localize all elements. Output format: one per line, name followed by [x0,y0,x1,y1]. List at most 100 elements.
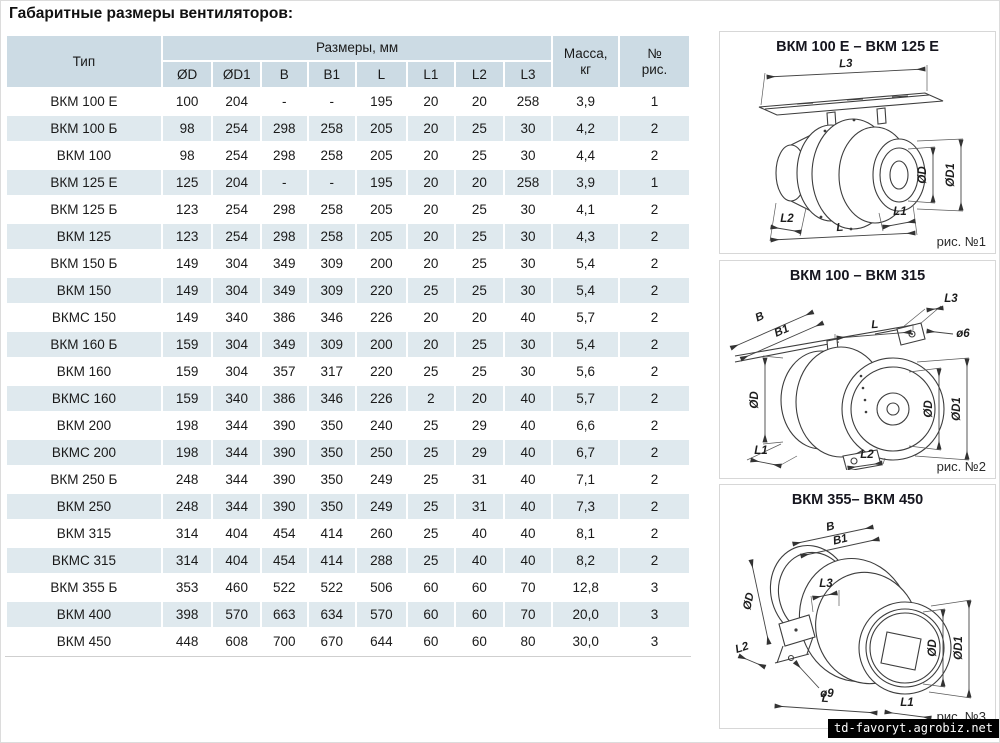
fig3-dim-l: L [821,693,829,705]
value-cell: 344 [213,494,260,519]
value-cell: 30,0 [553,629,619,654]
table-row: ВКМ 400 398 570 663 634 570 60 60 70 20,0 3 [7,602,689,627]
value-cell: 349 [261,278,307,303]
value-cell: 3 [620,602,689,627]
value-cell: 349 [261,251,307,276]
type-cell: ВКМ 315 [7,521,161,546]
figure-2-title: ВКМ 100 – ВКМ 315 [789,268,926,284]
value-cell: 20 [456,170,503,195]
col-header-l3: L3 [504,62,552,87]
value-cell: 304 [213,359,260,384]
value-cell: 670 [308,629,356,654]
value-cell: 250 [357,440,406,465]
value-cell: 205 [357,143,406,168]
table-row: ВКМ 160 Б 159 304 349 309 200 20 25 30 5,4 2 [7,332,689,357]
type-cell: ВКМ 160 Б [7,332,161,357]
fig3-dim-l1: L1 [900,697,913,709]
value-cell: - [261,170,307,195]
value-cell: 29 [456,440,503,465]
type-cell: ВКМ 355 Б [7,575,161,600]
value-cell: 350 [308,467,356,492]
value-cell: 25 [407,413,455,438]
type-cell: ВКМ 125 Б [7,197,161,222]
value-cell: 98 [162,143,212,168]
value-cell: 30 [504,251,552,276]
value-cell: 20 [407,116,455,141]
value-cell: 198 [162,413,212,438]
value-cell: 205 [357,116,406,141]
fig2-dim-l2: L2 [860,449,874,461]
value-cell: 25 [407,440,455,465]
value-cell: 248 [162,467,212,492]
value-cell: 2 [620,116,689,141]
value-cell: - [308,89,356,114]
col-header-l: L [357,62,406,87]
value-cell: 350 [308,440,356,465]
value-cell: 3,9 [553,89,619,114]
type-cell: ВКМ 250 Б [7,467,161,492]
table-row: ВКМ 450 448 608 700 670 644 60 60 80 30,0 3 [7,629,689,654]
value-cell: 20 [407,143,455,168]
figure-panel-3: ВКМ 355– ВКМ 450 B [719,484,996,729]
type-cell: ВКМС 150 [7,305,161,330]
value-cell: 40 [504,467,552,492]
col-header-l2: L2 [456,62,503,87]
type-cell: ВКМ 400 [7,602,161,627]
value-cell: 3 [620,629,689,654]
value-cell: 20 [407,305,455,330]
value-cell: 258 [308,143,356,168]
value-cell: 60 [456,575,503,600]
value-cell: 3 [620,575,689,600]
value-cell: 200 [357,332,406,357]
value-cell: 404 [213,548,260,573]
value-cell: 3,9 [553,170,619,195]
value-cell: 31 [456,467,503,492]
value-cell: 2 [620,548,689,573]
value-cell: 205 [357,197,406,222]
value-cell: 644 [357,629,406,654]
value-cell: 7,3 [553,494,619,519]
fig2-dim-b1: B1 [772,323,790,340]
value-cell: 386 [261,386,307,411]
value-cell: 2 [620,386,689,411]
value-cell: 2 [620,305,689,330]
value-cell: 2 [407,386,455,411]
col-header-type: Тип [7,36,161,87]
value-cell: 2 [620,251,689,276]
value-cell: 357 [261,359,307,384]
value-cell: 40 [504,494,552,519]
table-row: ВКМС 150 149 340 386 346 226 20 20 40 5,7 2 [7,305,689,330]
value-cell: 80 [504,629,552,654]
value-cell: 700 [261,629,307,654]
table-row: ВКМ 355 Б 353 460 522 522 506 60 60 70 12,8 3 [7,575,689,600]
value-cell: 460 [213,575,260,600]
fig2-dim-l: L [870,319,878,331]
fig3-dim-l3: L3 [819,578,833,590]
value-cell: 30 [504,224,552,249]
value-cell: 2 [620,359,689,384]
table-row: ВКМ 315 314 404 454 414 260 25 40 40 8,1 2 [7,521,689,546]
value-cell: 205 [357,224,406,249]
value-cell: 309 [308,332,356,357]
value-cell: 25 [456,278,503,303]
table-row: ВКМ 125 Б 123 254 298 258 205 20 25 30 4,1 2 [7,197,689,222]
value-cell: 20 [407,224,455,249]
value-cell: 30 [504,278,552,303]
value-cell: 2 [620,440,689,465]
fan-drawing-fig2: B B1 L L3 ø6 ØD ØD [729,293,970,470]
fig2-dim-b: B [753,310,765,324]
figure-3-title: ВКМ 355– ВКМ 450 [791,492,924,508]
type-cell: ВКМ 150 [7,278,161,303]
value-cell: 522 [261,575,307,600]
value-cell: 30 [504,143,552,168]
value-cell: 390 [261,494,307,519]
value-cell: 159 [162,359,212,384]
value-cell: 254 [213,224,260,249]
col-header-b: B [261,62,307,87]
value-cell: 2 [620,332,689,357]
value-cell: 570 [357,602,406,627]
table-row: ВКМ 160 159 304 357 317 220 25 25 30 5,6 2 [7,359,689,384]
fig1-dim-l3: L3 [838,58,853,71]
value-cell: 344 [213,440,260,465]
fig1-dim-d1: ØD1 [945,163,957,187]
